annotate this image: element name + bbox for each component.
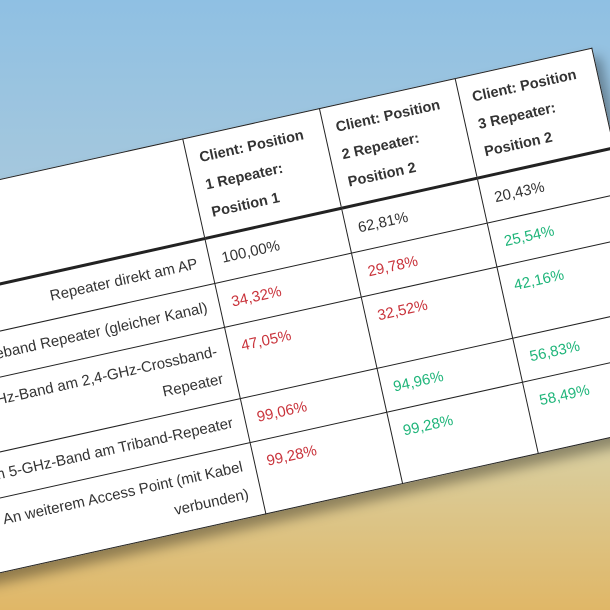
rotated-table-card: Client: Position 1 Repeater: Position 1 … bbox=[0, 47, 610, 586]
results-table: Client: Position 1 Repeater: Position 1 … bbox=[0, 47, 610, 586]
